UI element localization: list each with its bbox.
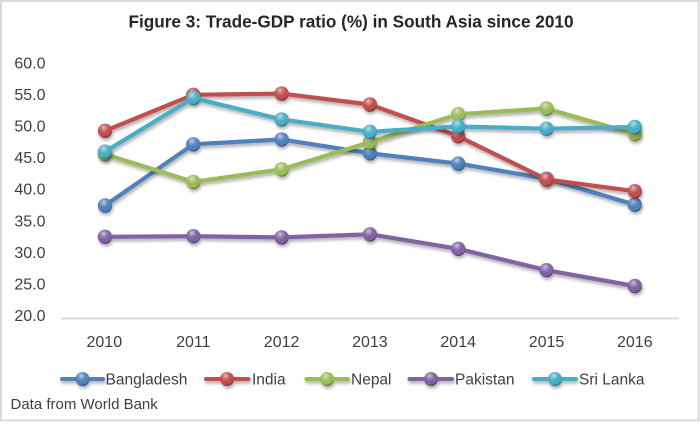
svg-text:35.0: 35.0 [14, 213, 45, 230]
svg-text:Data from World Bank: Data from World Bank [11, 396, 159, 413]
svg-text:2014: 2014 [440, 334, 476, 351]
svg-text:Sri Lanka: Sri Lanka [579, 372, 645, 389]
svg-text:50.0: 50.0 [14, 119, 45, 136]
svg-text:60.0: 60.0 [14, 56, 45, 73]
svg-text:Pakistan: Pakistan [455, 372, 514, 389]
svg-text:45.0: 45.0 [14, 150, 45, 167]
svg-text:2011: 2011 [176, 334, 211, 351]
svg-text:2010: 2010 [87, 334, 123, 351]
svg-text:Nepal: Nepal [351, 372, 392, 389]
svg-text:2015: 2015 [529, 334, 565, 351]
svg-text:2012: 2012 [264, 334, 300, 351]
svg-text:Bangladesh: Bangladesh [106, 372, 188, 389]
svg-text:India: India [252, 372, 286, 389]
svg-text:2013: 2013 [352, 334, 388, 351]
svg-text:25.0: 25.0 [14, 276, 45, 293]
svg-text:Figure 3: Trade-GDP ratio (%): Figure 3: Trade-GDP ratio (%) in South A… [128, 12, 573, 32]
svg-text:2016: 2016 [617, 334, 653, 351]
svg-text:20.0: 20.0 [14, 308, 45, 325]
svg-text:40.0: 40.0 [14, 182, 45, 199]
svg-text:30.0: 30.0 [14, 245, 45, 262]
svg-text:55.0: 55.0 [14, 87, 45, 104]
